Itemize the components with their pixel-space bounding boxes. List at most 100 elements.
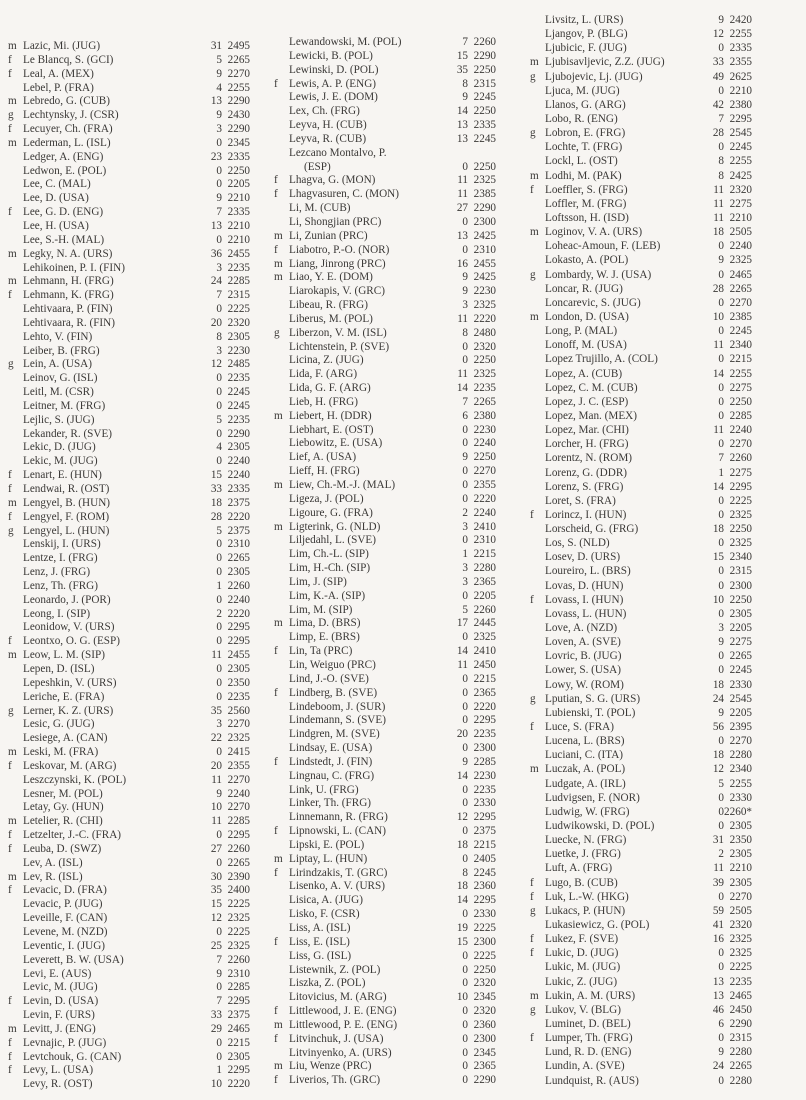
title-prefix: f — [530, 933, 534, 946]
player-entry: Linker, Th. (FRG) 0 2330 — [274, 797, 496, 811]
games-count: 13 — [210, 219, 222, 232]
rating: 2305 — [227, 662, 250, 675]
rating: 2295 — [227, 621, 250, 634]
games-count: 0 — [718, 820, 724, 833]
title-prefix: f — [274, 645, 278, 658]
rating: 2225 — [729, 961, 752, 974]
title-prefix: m — [8, 496, 17, 509]
player-name: Lukacs, P. (HUN) — [545, 904, 626, 917]
player-name: Leitl, M. (CSR) — [23, 386, 94, 399]
rating: 2260 — [227, 953, 250, 966]
rating: 2335 — [473, 119, 496, 132]
title-prefix: f — [530, 876, 534, 889]
player-entry: f Lewis, A. P. (ENG) 8 2315 — [274, 78, 496, 92]
games-count: 0 — [216, 178, 222, 191]
rating: 2355 — [227, 759, 250, 772]
player-name: Lopez, J. C. (ESP) — [545, 395, 629, 408]
player-entry: f Leskovar, M. (ARG) 20 2355 — [8, 759, 250, 774]
player-name: Lengyel, F. (ROM) — [23, 510, 110, 523]
rating: 2485 — [227, 358, 250, 371]
player-name: Lukov, V. (BLG) — [545, 1003, 621, 1016]
player-name: Levnajic, P. (JUG) — [23, 1036, 107, 1049]
player-entry: Lovric, B. (JUG) 0 2265 — [530, 649, 760, 663]
player-entry: Lockl, L. (OST) 8 2255 — [530, 154, 760, 168]
player-entry: f Levy, L. (USA) 1 2295 — [8, 1064, 250, 1078]
player-entry: g Lukov, V. (BLG) 46 2450 — [530, 1003, 760, 1017]
player-entry: Ljangov, P. (BLG) 12 2255 — [530, 27, 760, 41]
rating: 2270 — [227, 67, 250, 80]
player-entry: f Lengyel, F. (ROM) 28 2220 — [8, 510, 250, 525]
rating: 2230 — [473, 769, 496, 782]
games-count: 14 — [712, 367, 724, 380]
rating: 2310 — [473, 243, 496, 256]
player-name: Liszka, Z. (POL) — [289, 977, 366, 990]
games-count: 5 — [216, 413, 222, 426]
title-prefix: g — [530, 268, 536, 281]
player-entry: m Liu, Wenze (PRC) 0 2365 — [274, 1060, 496, 1074]
rating: 2340 — [729, 763, 752, 776]
player-name: Leuba, D. (SWZ) — [23, 842, 102, 855]
player-name: Lekic, M. (JUG) — [23, 455, 98, 468]
player-name: Levacic, D. (FRA) — [23, 884, 107, 897]
games-count: 0 — [216, 676, 222, 689]
player-entry: Lokasto, A. (POL) 9 2325 — [530, 253, 760, 267]
player-name: Lindemann, S. (SVE) — [289, 714, 386, 727]
rating: 2285 — [729, 409, 752, 422]
rating: 2265 — [729, 282, 752, 295]
rating: 2325 — [473, 299, 496, 312]
games-count: 2 — [718, 848, 724, 861]
player-entry: f Liverios, Th. (GRC) 0 2290 — [274, 1074, 496, 1088]
player-name: Lehtivaara, R. (FIN) — [23, 316, 115, 329]
rating: 2210 — [729, 862, 752, 875]
player-name: Lewandowski, M. (POL) — [289, 36, 402, 48]
games-count: 1 — [216, 579, 222, 592]
player-name: Lopez, Man. (MEX) — [545, 409, 637, 422]
rating: 2250 — [473, 160, 496, 173]
player-name: Lipski, E. (POL) — [289, 838, 365, 851]
player-entry: Liljedahl, L. (SVE) 0 2310 — [274, 534, 496, 548]
player-entry: Leonidow, V. (URS) 0 2295 — [8, 621, 250, 635]
player-name: Luciani, C. (ITA) — [545, 749, 624, 762]
player-entry: Lobo, R. (ENG) 7 2295 — [530, 112, 760, 126]
games-count: 10 — [712, 310, 724, 323]
games-count: 0 — [462, 1032, 468, 1045]
rating: 2325 — [227, 732, 250, 745]
rating: 2290 — [227, 123, 250, 136]
games-count: 27 — [456, 202, 468, 215]
player-entry: Lindsay, E. (USA) 0 2300 — [274, 742, 496, 756]
player-name: Lundin, A. (SVE) — [545, 1060, 625, 1073]
games-count: 5 — [718, 777, 724, 790]
player-name: Lenart, E. (HUN) — [23, 469, 102, 482]
player-entry: m Lederman, L. (ISL) 0 2345 — [8, 137, 250, 151]
rating: 2450 — [729, 1003, 752, 1016]
games-count: 29 — [210, 1022, 222, 1035]
games-count: 5 — [462, 603, 468, 616]
games-count: 11 — [713, 339, 724, 352]
player-entry: Lucena, L. (BRS) 0 2270 — [530, 734, 760, 748]
games-count: 33 — [712, 56, 724, 69]
player-entry: Llanos, G. (ARG) 42 2380 — [530, 98, 760, 112]
player-name: Long, P. (MAL) — [545, 325, 618, 338]
player-name: Lugo, B. (CUB) — [545, 876, 618, 889]
games-count: 13 — [456, 132, 468, 145]
player-entry: Leong, I. (SIP) 2 2220 — [8, 608, 250, 622]
player-name: Liang, Jinrong (PRC) — [289, 257, 386, 270]
games-count: 11 — [457, 368, 468, 381]
player-name: Liljedahl, L. (SVE) — [289, 534, 376, 547]
rating: 2240 — [473, 506, 496, 519]
rating: 2505 — [729, 904, 752, 917]
player-column-3: Livsitz, L. (URS) 9 2420 Ljangov, P. (BLG) 1… — [530, 13, 760, 1088]
games-count: 9 — [216, 67, 222, 80]
player-entry: Loheac-Amoun, F. (LEB) 0 2240 — [530, 239, 760, 253]
player-name: Ligeza, J. (POL) — [289, 492, 364, 505]
player-entry: Lin, Weiguo (PRC) 11 2450 — [274, 659, 496, 673]
player-name: Liew, Ch.-M.-J. (MAL) — [289, 479, 396, 491]
games-count: 18 — [712, 749, 724, 762]
games-count: 11 — [457, 312, 468, 325]
player-entry: Ledwon, E. (POL) 0 2250 — [8, 165, 250, 179]
player-entry: f Leal, A. (MEX) 9 2270 — [8, 67, 250, 82]
player-entry: Lewicki, B. (POL) 15 2290 — [274, 50, 496, 64]
rating: 2325 — [227, 939, 250, 952]
rating: 2270 — [729, 890, 752, 903]
player-name: Lopez Trujillo, A. (COL) — [545, 353, 658, 366]
